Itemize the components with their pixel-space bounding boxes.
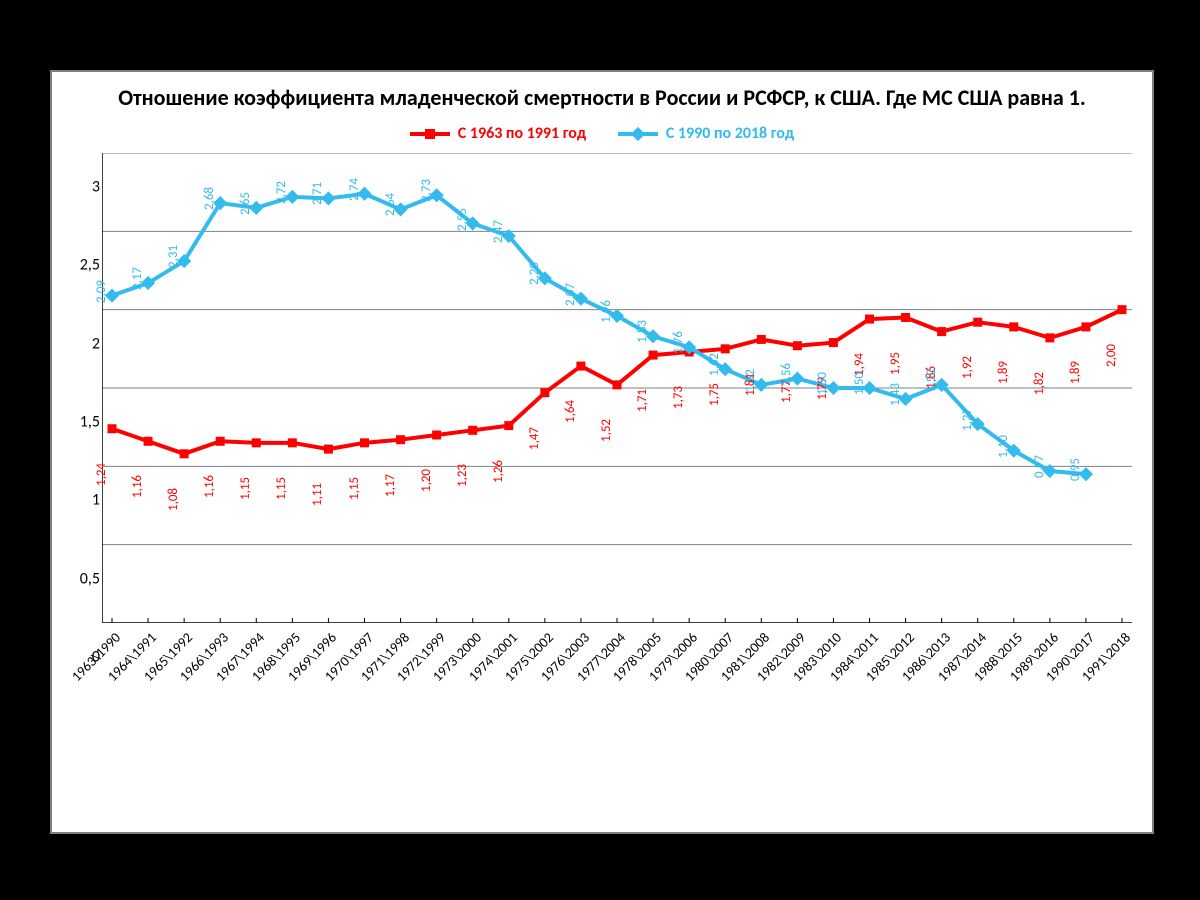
data-label: 1,89 [996,361,1011,384]
data-label: 2,47 [491,220,506,243]
data-label: 2,64 [383,193,398,216]
data-label: 1,24 [94,463,109,486]
data-label: 0,95 [1068,458,1083,481]
data-label: 2,20 [527,262,542,285]
legend: С 1963 по 1991 год С 1990 по 2018 год [52,116,1152,154]
plot-area: 1,241,161,081,161,151,151,111,151,171,20… [102,153,1132,623]
data-label: 1,15 [238,477,253,500]
data-label: 2,72 [274,181,289,204]
data-label: 1,43 [888,383,903,406]
data-label: 0,97 [1032,455,1047,478]
data-label: 2,31 [166,245,181,268]
data-label: 2,73 [419,179,434,202]
legend-swatch-series2 [618,132,658,136]
legend-label-series2: С 1990 по 2018 год [666,124,794,143]
data-label: 1,10 [996,435,1011,458]
data-label: 2,07 [563,283,578,306]
data-label: 1,64 [563,400,578,423]
data-label: 1,56 [779,363,794,386]
data-label: 1,52 [743,369,758,392]
data-label: 2,68 [202,187,217,210]
data-label: 2,74 [347,178,362,201]
data-label: 1,75 [707,383,722,406]
data-label: 1,89 [1068,361,1083,384]
y-tick-label: 2,5 [60,256,100,275]
data-label: 1,62 [707,353,722,376]
data-label: 1,73 [671,386,686,409]
data-label: 1,52 [599,419,614,442]
data-label: 1,47 [527,427,542,450]
data-label: 1,15 [274,477,289,500]
legend-item-series1: С 1963 по 1991 год [410,124,586,143]
y-tick-label: 0,5 [60,569,100,588]
data-label: 1,16 [130,475,145,498]
legend-label-series1: С 1963 по 1991 год [458,124,586,143]
y-tick-label: 1,5 [60,413,100,432]
y-tick-label: 3 [60,178,100,197]
data-label: 2,55 [455,207,470,230]
data-label: 1,82 [1032,372,1047,395]
data-labels: 1,241,161,081,161,151,151,111,151,171,20… [102,153,1132,623]
data-label: 1,17 [383,474,398,497]
data-label: 1,16 [202,475,217,498]
data-label: 1,96 [599,300,614,323]
data-label: 1,52 [924,369,939,392]
data-label: 1,26 [491,460,506,483]
y-tick-label: 2 [60,334,100,353]
data-label: 2,09 [94,280,109,303]
legend-item-series2: С 1990 по 2018 год [618,124,794,143]
data-label: 1,20 [419,469,434,492]
data-label: 2,17 [130,267,145,290]
data-label: 1,92 [960,356,975,379]
chart-title: Отношение коэффициента младенческой смер… [52,72,1152,116]
data-label: 1,08 [166,488,181,511]
data-label: 2,00 [1104,344,1119,367]
data-label: 1,11 [310,483,325,506]
data-label: 1,23 [455,464,470,487]
y-tick-label: 1 [60,491,100,510]
data-label: 1,15 [347,477,362,500]
legend-swatch-series1 [410,132,450,136]
data-label: 1,95 [888,351,903,374]
data-label: 1,27 [960,408,975,431]
data-label: 1,83 [635,320,650,343]
chart-container: Отношение коэффициента младенческой смер… [50,70,1154,834]
data-label: 2,71 [310,182,325,205]
x-axis: 1963\19901964\19911965\19921966\19931967… [102,623,1132,773]
data-label: 1,71 [635,389,650,412]
data-label: 1,76 [671,331,686,354]
y-axis: 00,511,522,53 [60,187,100,657]
data-label: 1,50 [815,372,830,395]
data-label: 2,65 [238,192,253,215]
data-label: 1,50 [852,372,867,395]
